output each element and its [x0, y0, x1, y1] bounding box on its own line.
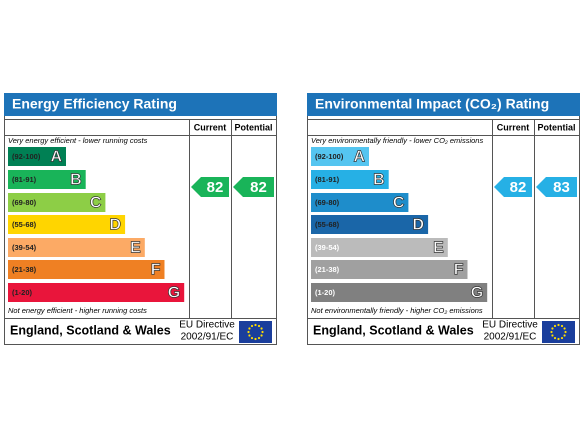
column-header: Current — [194, 122, 227, 132]
band-range: (55-68) — [315, 220, 340, 229]
panel-title: Environmental Impact (CO₂) Rating — [315, 96, 549, 112]
rating-value: 82 — [510, 179, 527, 196]
band-range: (81-91) — [12, 175, 37, 184]
bottom-note: Not environmentally friendly - higher CO… — [311, 306, 483, 315]
band-range: (92-100) — [315, 152, 344, 161]
band-range: (1-20) — [315, 288, 336, 297]
rating-band — [311, 260, 468, 279]
eu-star — [250, 336, 254, 340]
rating-arrow — [536, 177, 577, 197]
band-letter: G — [168, 285, 180, 302]
bottom-note: Not energy efficient - higher running co… — [8, 306, 147, 315]
eu-star — [254, 323, 257, 327]
panel-title: Energy Efficiency Rating — [12, 96, 177, 112]
rating-arrow — [233, 177, 274, 197]
band-letter: B — [70, 172, 82, 189]
directive: EU Directive — [179, 320, 235, 331]
eu-flag — [239, 321, 272, 343]
eu-star — [557, 323, 560, 327]
top-note: Very environmentally friendly - lower CO… — [311, 136, 483, 145]
eu-star — [248, 334, 251, 337]
eu-star — [551, 334, 554, 337]
eu-star — [257, 324, 261, 328]
band-range: (69-80) — [315, 198, 340, 207]
band-range: (21-38) — [315, 265, 340, 274]
column-header: Current — [497, 122, 530, 132]
eu-star — [257, 336, 261, 340]
eu-star — [564, 330, 567, 334]
eu-star — [553, 336, 557, 340]
rating-band — [311, 170, 389, 189]
rating-band — [8, 260, 165, 279]
eu-flag — [542, 321, 575, 343]
eu-star — [248, 327, 251, 330]
band-letter: E — [130, 240, 141, 257]
panel-header — [307, 93, 580, 116]
eu-star — [247, 330, 250, 334]
eu-star — [560, 336, 564, 340]
rating-band — [8, 147, 66, 166]
band-letter: B — [373, 172, 385, 189]
footer-region: England, Scotland & Wales — [10, 323, 171, 337]
eu-star — [563, 327, 566, 330]
eu-star — [250, 324, 254, 328]
band-range: (92-100) — [12, 152, 41, 161]
eu-star — [553, 324, 557, 328]
rating-band — [8, 215, 126, 234]
rating-band — [311, 215, 429, 234]
band-letter: C — [393, 195, 405, 212]
eu-star — [550, 330, 553, 334]
band-range: (81-91) — [315, 175, 340, 184]
band-range: (39-54) — [315, 243, 340, 252]
band-letter: C — [90, 195, 102, 212]
eu-star — [560, 324, 564, 328]
rating-value: 82 — [250, 179, 267, 196]
eu-star — [563, 334, 566, 337]
band-range: (69-80) — [12, 198, 37, 207]
rating-band — [8, 193, 106, 212]
band-letter: F — [454, 262, 464, 279]
rating-value: 82 — [207, 179, 224, 196]
rating-arrow — [191, 177, 229, 197]
eu-star — [254, 337, 257, 341]
rating-arrow — [494, 177, 532, 197]
directive: 2002/91/EC — [181, 332, 234, 343]
band-letter: E — [433, 240, 444, 257]
band-letter: A — [50, 149, 62, 166]
band-range: (39-54) — [12, 243, 37, 252]
rating-band — [311, 238, 448, 257]
rating-band — [8, 283, 185, 302]
eu-star — [557, 337, 560, 341]
rating-band — [8, 238, 145, 257]
rating-value: 83 — [553, 179, 570, 196]
eu-star — [551, 327, 554, 330]
footer-region: England, Scotland & Wales — [313, 323, 474, 337]
band-range: (1-20) — [12, 288, 33, 297]
band-letter: G — [471, 285, 483, 302]
band-letter: D — [110, 217, 122, 234]
rating-band — [8, 170, 86, 189]
eu-star — [260, 327, 263, 330]
rating-band — [311, 147, 369, 166]
directive: EU Directive — [482, 320, 538, 331]
top-note: Very energy efficient - lower running co… — [8, 136, 148, 145]
band-letter: D — [413, 217, 425, 234]
rating-band — [311, 193, 409, 212]
rating-band — [311, 283, 488, 302]
panel-header — [4, 93, 277, 116]
directive: 2002/91/EC — [484, 332, 537, 343]
band-letter: F — [151, 262, 161, 279]
band-range: (55-68) — [12, 220, 37, 229]
band-letter: A — [353, 149, 365, 166]
column-header: Potential — [234, 122, 272, 132]
eu-star — [261, 330, 264, 334]
eu-star — [260, 334, 263, 337]
column-header: Potential — [537, 122, 575, 132]
band-range: (21-38) — [12, 265, 37, 274]
